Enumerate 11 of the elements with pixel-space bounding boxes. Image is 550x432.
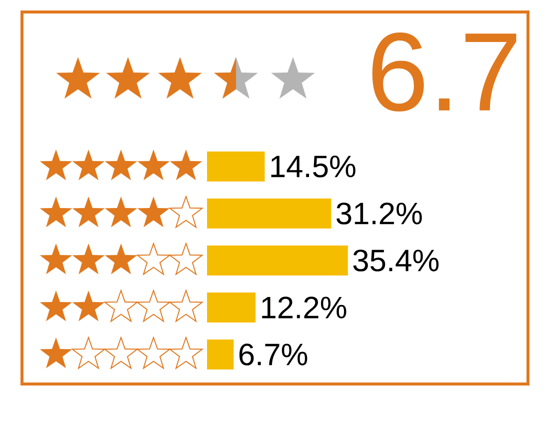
text: 6.7	[372, 32, 516, 112]
bar	[207, 246, 348, 276]
bar	[207, 152, 265, 182]
data-label: 12.2%	[262, 296, 346, 318]
data-label: 35.4%	[353, 250, 439, 272]
data-label: 31.2%	[336, 202, 422, 224]
bar	[207, 340, 234, 370]
data-label: 14.5%	[271, 156, 356, 178]
data-label: 6.7%	[239, 344, 308, 366]
bar	[207, 292, 256, 322]
bar	[207, 198, 332, 228]
